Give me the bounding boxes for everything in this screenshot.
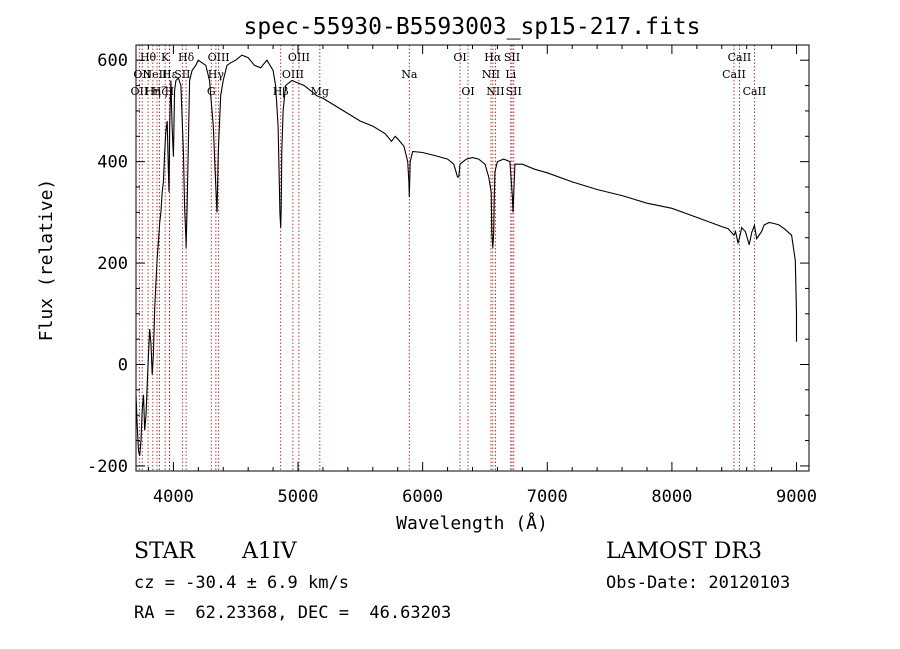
line-marker-label-25: SII — [504, 51, 520, 64]
plot-frame — [135, 44, 810, 472]
coordinates-text: RA = 62.23368, DEC = 46.63203 — [134, 603, 452, 623]
line-marker-label-21: NII — [482, 68, 500, 81]
spectrum-line — [135, 54, 798, 456]
line-marker-label-20: OI — [461, 85, 474, 98]
line-marker-label-3: Hη — [145, 85, 161, 98]
object-subclass: A1IV — [242, 539, 297, 564]
line-marker-label-19: OI — [453, 51, 466, 64]
line-marker-label-18: Na — [401, 68, 418, 81]
y-tick-label-1: 0 — [118, 356, 128, 376]
line-marker-label-17: Mg — [311, 85, 329, 98]
line-marker-label-12: Hγ — [208, 68, 225, 81]
chart-title: spec-55930-B5593003_sp15-217.fits — [244, 14, 701, 40]
x-tick-label-4: 8000 — [651, 487, 692, 507]
line-marker-label-2: Hθ — [140, 51, 157, 64]
x-tick-label-1: 5000 — [278, 487, 319, 507]
line-marker-label-16: OIII — [288, 51, 310, 64]
x-tick-label-3: 7000 — [527, 487, 568, 507]
line-marker-label-14: Hβ — [273, 85, 289, 98]
line-marker-label-6: K — [161, 51, 170, 64]
line-marker-label-13: OIII — [208, 51, 230, 64]
line-marker-label-4: NeIII — [142, 68, 171, 81]
line-marker-label-8: Hε — [162, 68, 178, 81]
spectral-line-markers — [138, 45, 755, 471]
line-marker-label-11: G — [207, 85, 216, 98]
survey-name: LAMOST DR3 — [606, 539, 762, 564]
line-marker-label-24: Li — [505, 68, 516, 81]
y-tick-label-2: 200 — [97, 254, 128, 274]
x-tick-label-5: 9000 — [776, 487, 817, 507]
line-marker-label-7: H — [165, 85, 175, 98]
y-tick-label-3: 400 — [97, 153, 128, 173]
line-marker-label-15: OIII — [282, 68, 304, 81]
line-marker-label-0: OII — [131, 85, 149, 98]
line-marker-label-10: Hδ — [178, 51, 195, 64]
line-marker-label-23: NII — [486, 85, 504, 98]
x-tick-label-2: 6000 — [402, 487, 443, 507]
line-marker-label-27: CaII — [722, 68, 746, 81]
line-marker-label-1: OII — [133, 68, 151, 81]
line-marker-label-28: CaII — [728, 51, 752, 64]
x-axis: 4000 5000 6000 7000 8000 9000 — [147, 45, 817, 507]
line-marker-label-22: Hα — [484, 51, 502, 64]
line-marker-label-26: SII — [506, 85, 522, 98]
x-axis-label: Wavelength (Å) — [396, 512, 548, 534]
spectrum-chart: spec-55930-B5593003_sp15-217.fits OIIOII… — [36, 14, 817, 534]
y-tick-label-4: 600 — [97, 51, 128, 71]
redshift-text: cz = -30.4 ± 6.9 km/s — [134, 573, 349, 593]
object-class: STAR — [134, 539, 195, 564]
y-axis: -200 0 200 400 600 — [87, 51, 809, 477]
x-tick-label-0: 4000 — [153, 487, 194, 507]
y-tick-label-0: -200 — [87, 457, 128, 477]
line-marker-label-5: Hζ — [152, 85, 168, 98]
line-marker-label-29: CaII — [743, 85, 767, 98]
obs-date-text: Obs-Date: 20120103 — [606, 573, 791, 593]
spectral-line-labels: OII OII Hθ Hη NeIII Hζ K H Hε SII Hδ G Hγ OIII Hβ OIII O… — [131, 51, 767, 98]
y-axis-label: Flux (relative) — [36, 179, 57, 342]
